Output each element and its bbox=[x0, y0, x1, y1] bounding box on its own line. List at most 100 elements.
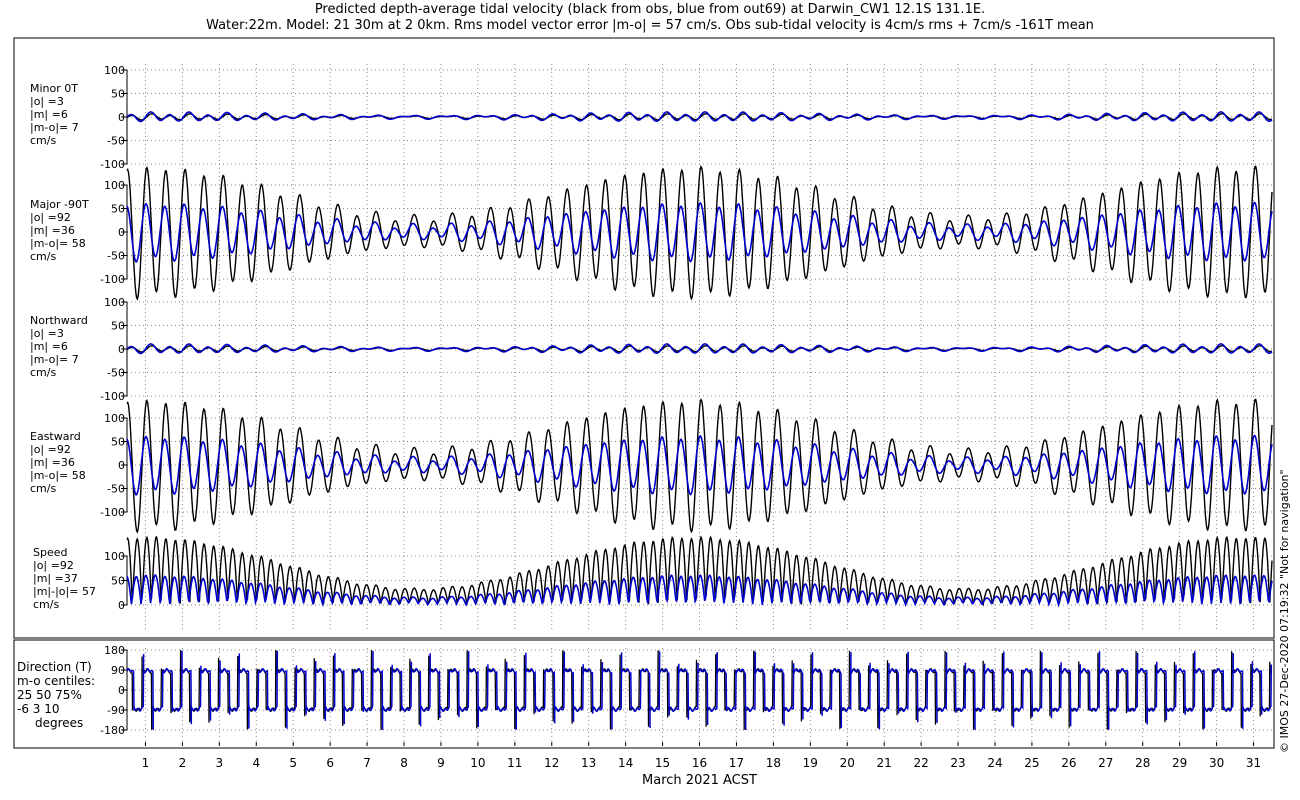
y-tick-label: -50 bbox=[107, 367, 125, 380]
x-tick-label: 13 bbox=[581, 756, 596, 770]
upper-frame bbox=[13, 37, 1275, 639]
x-tick-label: 7 bbox=[363, 756, 371, 770]
x-tick-label: 25 bbox=[1024, 756, 1039, 770]
panel-label: cm/s bbox=[30, 134, 56, 147]
x-tick-label: 16 bbox=[692, 756, 707, 770]
x-tick-label: 4 bbox=[252, 756, 260, 770]
minor-model-series bbox=[126, 111, 1273, 123]
speed-model-series bbox=[126, 574, 1273, 608]
y-tick-label: 100 bbox=[104, 550, 125, 563]
y-tick-label: -90 bbox=[107, 704, 125, 717]
panel-label: |o| =3 bbox=[30, 95, 64, 108]
x-tick-label: 10 bbox=[470, 756, 485, 770]
x-tick-label: 2 bbox=[179, 756, 187, 770]
panel-label: |o| =92 bbox=[30, 211, 71, 224]
y-tick-label: -100 bbox=[100, 158, 125, 171]
panel-label: |m| =37 bbox=[33, 572, 78, 585]
panel-label: |m-o|= 7 bbox=[30, 353, 79, 366]
chart-subtitle: Water:22m. Model: 21 30m at 2 0km. Rms m… bbox=[206, 18, 1094, 33]
panel-label: cm/s bbox=[30, 482, 56, 495]
east-obs-series bbox=[126, 398, 1273, 534]
panel-label: cm/s bbox=[30, 250, 56, 263]
east-model-series bbox=[126, 434, 1273, 496]
panel-label: cm/s bbox=[30, 366, 56, 379]
panel-label: |m-o|= 7 bbox=[30, 121, 79, 134]
panel-label: Northward bbox=[30, 314, 88, 327]
direction-panel-label: Direction (T) bbox=[17, 660, 92, 674]
y-tick-label: 50 bbox=[111, 203, 125, 216]
panel-label: Speed bbox=[33, 546, 67, 559]
panel-label: |o| =92 bbox=[30, 443, 71, 456]
y-tick-label: 0 bbox=[118, 111, 125, 124]
panel-label: |m| =36 bbox=[30, 224, 75, 237]
major-obs-series bbox=[126, 165, 1273, 301]
x-tick-label: 29 bbox=[1172, 756, 1187, 770]
x-axis-label: March 2021 ACST bbox=[642, 773, 757, 788]
x-tick-label: 24 bbox=[987, 756, 1002, 770]
x-tick-label: 1 bbox=[142, 756, 150, 770]
x-tick-label: 23 bbox=[950, 756, 965, 770]
panel-label: |m-o|= 58 bbox=[30, 469, 86, 482]
direction-panel-label: -6 3 10 bbox=[17, 702, 60, 716]
y-tick-label: 100 bbox=[104, 412, 125, 425]
y-tick-label: -50 bbox=[107, 135, 125, 148]
y-tick-label: 0 bbox=[118, 459, 125, 472]
direction-panel-label: 25 50 75% bbox=[17, 688, 82, 702]
y-tick-label: 50 bbox=[111, 88, 125, 101]
panel-label: Minor 0T bbox=[30, 82, 78, 95]
panel-label: |m|-|o|= 57 bbox=[33, 585, 96, 598]
x-tick-label: 19 bbox=[803, 756, 818, 770]
x-tick-label: 5 bbox=[289, 756, 297, 770]
speed-obs-series bbox=[126, 535, 1273, 607]
x-tick-label: 21 bbox=[877, 756, 892, 770]
x-tick-label: 17 bbox=[729, 756, 744, 770]
x-tick-label: 20 bbox=[840, 756, 855, 770]
x-tick-label: 15 bbox=[655, 756, 670, 770]
y-tick-label: 100 bbox=[104, 64, 125, 77]
x-tick-label: 11 bbox=[507, 756, 522, 770]
panel-label: cm/s bbox=[33, 598, 59, 611]
y-tick-label: 0 bbox=[118, 343, 125, 356]
y-tick-label: -100 bbox=[100, 506, 125, 519]
y-tick-label: 0 bbox=[118, 599, 125, 612]
y-tick-label: -180 bbox=[100, 724, 125, 737]
y-tick-label: 180 bbox=[104, 644, 125, 657]
y-tick-label: 50 bbox=[111, 320, 125, 333]
x-tick-label: 28 bbox=[1135, 756, 1150, 770]
x-tick-label: 31 bbox=[1246, 756, 1261, 770]
x-tick-label: 12 bbox=[544, 756, 559, 770]
north-model-series bbox=[126, 343, 1273, 355]
imos-credit: © IMOS 27-Dec-2020 07:19:32 "Not for nav… bbox=[1278, 469, 1291, 753]
direction-panel-label: m-o centiles: bbox=[17, 674, 95, 688]
y-tick-label: 90 bbox=[111, 664, 125, 677]
panel-label: |o| =92 bbox=[33, 559, 74, 572]
major-model-series bbox=[126, 201, 1273, 263]
panel-label: Eastward bbox=[30, 430, 81, 443]
panel-label: Major -90T bbox=[30, 198, 89, 211]
y-tick-label: -100 bbox=[100, 273, 125, 286]
y-tick-label: -50 bbox=[107, 483, 125, 496]
x-tick-label: 9 bbox=[437, 756, 445, 770]
y-tick-label: -50 bbox=[107, 250, 125, 263]
panel-label: |m| =6 bbox=[30, 340, 68, 353]
direction-model-series bbox=[126, 650, 1273, 731]
chart-title: Predicted depth-average tidal velocity (… bbox=[314, 2, 986, 17]
x-tick-label: 27 bbox=[1098, 756, 1113, 770]
x-tick-label: 18 bbox=[766, 756, 781, 770]
x-tick-label: 22 bbox=[913, 756, 928, 770]
panel-label: |m| =36 bbox=[30, 456, 75, 469]
x-tick-label: 8 bbox=[400, 756, 408, 770]
y-tick-label: 0 bbox=[118, 226, 125, 239]
lower-frame bbox=[13, 639, 1275, 749]
y-tick-label: 50 bbox=[111, 436, 125, 449]
direction-panel-label: degrees bbox=[35, 716, 83, 730]
x-tick-label: 3 bbox=[216, 756, 224, 770]
x-tick-label: 6 bbox=[326, 756, 334, 770]
x-tick-label: 26 bbox=[1061, 756, 1076, 770]
panel-label: |m| =6 bbox=[30, 108, 68, 121]
y-tick-label: 100 bbox=[104, 296, 125, 309]
y-tick-label: 0 bbox=[118, 684, 125, 697]
y-tick-label: 100 bbox=[104, 179, 125, 192]
